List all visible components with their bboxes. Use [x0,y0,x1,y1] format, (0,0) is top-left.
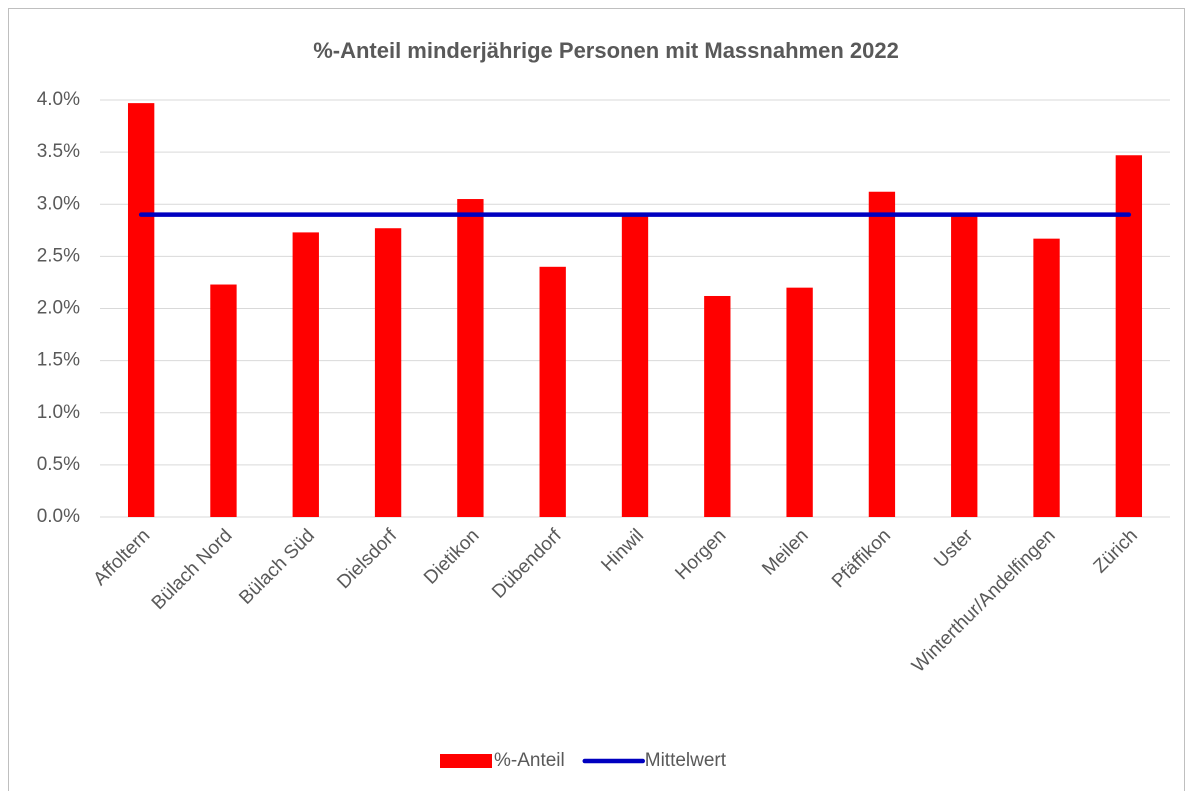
bar [786,287,813,517]
y-tick-label: 0.0% [37,506,80,527]
bar [292,232,319,517]
bar [621,212,649,517]
bar [210,284,237,517]
y-tick-label: 3.0% [37,193,80,214]
legend-label: Mittelwert [645,750,727,771]
legend-label: %-Anteil [494,750,565,771]
y-tick-label: 4.0% [37,89,80,110]
bar [951,212,978,517]
bar [1115,155,1143,517]
bar [374,228,402,518]
y-tick-label: 0.5% [37,454,80,475]
legend-swatch [440,754,492,768]
bar [539,266,566,517]
y-tick-label: 2.5% [37,245,80,266]
y-tick-label: 2.0% [37,298,80,319]
bar [704,295,731,517]
bar [457,199,484,517]
chart-frame [8,8,1185,791]
y-tick-label: 1.5% [37,350,80,371]
y-tick-label: 1.0% [37,402,80,423]
chart-title: %-Anteil minderjährige Personen mit Mass… [313,38,899,63]
bar [1033,238,1060,517]
y-tick-label: 3.5% [37,141,80,162]
bar [127,103,155,517]
bar [868,191,896,518]
